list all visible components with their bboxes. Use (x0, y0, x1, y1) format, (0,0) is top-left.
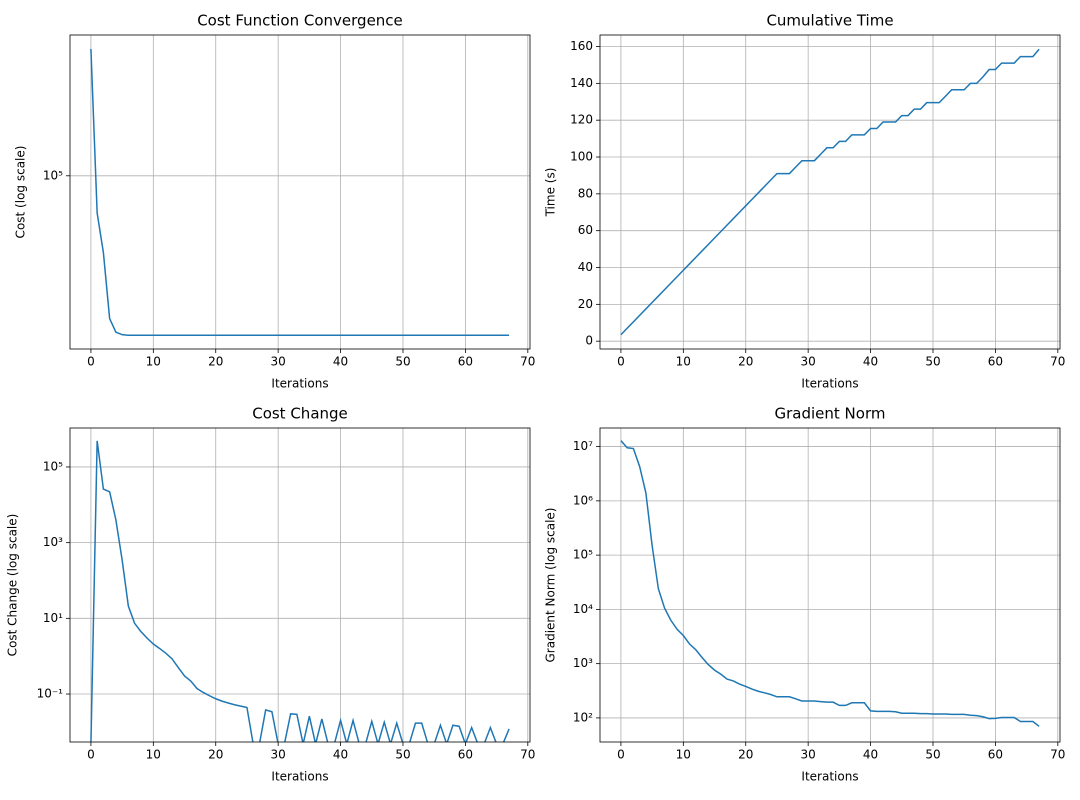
y-tick-label: 120 (570, 113, 593, 127)
y-tick-label: 10⁻¹ (37, 687, 64, 701)
x-tick-label: 30 (271, 355, 286, 369)
subplot-title: Cost Change (252, 405, 348, 423)
y-axis-label: Time (s) (544, 168, 558, 218)
x-tick-label: 0 (87, 748, 95, 762)
y-tick-label: 10⁵ (43, 459, 63, 473)
subplot: 0 10 20 30 40 50 60 70 10² 10³ 10⁴ 10⁵ 10⁶ 10⁷ Gradien… (544, 405, 1066, 784)
y-tick-label: 100 (570, 150, 593, 164)
x-tick-label: 60 (988, 355, 1003, 369)
x-tick-label: 30 (271, 748, 286, 762)
x-tick-label: 40 (863, 355, 878, 369)
axes-frame (69, 34, 531, 350)
x-tick-label: 70 (520, 355, 535, 369)
y-tick-label: 10³ (43, 535, 63, 549)
x-tick-label: 50 (925, 748, 940, 762)
y-axis-label: Cost (log scale) (14, 146, 28, 239)
subplot: 0 10 20 30 40 50 60 70 10⁻¹ 10¹ 10³ 10⁵ Cost Change I… (6, 405, 536, 784)
x-axis-label: Iterations (271, 377, 328, 391)
x-axis-label: Iterations (271, 770, 328, 784)
data-line (620, 440, 1040, 727)
x-tick-label: 20 (738, 748, 753, 762)
x-tick-label: 70 (520, 748, 535, 762)
y-tick-label: 160 (570, 39, 593, 53)
x-tick-label: 60 (458, 355, 473, 369)
subplot-title: Cumulative Time (766, 12, 893, 30)
y-tick-label: 20 (578, 297, 593, 311)
axes-frame (69, 427, 531, 743)
x-tick-label: 50 (395, 355, 410, 369)
x-tick-label: 10 (676, 355, 691, 369)
y-tick-label: 10⁵ (573, 548, 593, 562)
x-tick-label: 10 (146, 748, 161, 762)
y-axis-label: Cost Change (log scale) (6, 514, 20, 657)
y-tick-label: 140 (570, 76, 593, 90)
y-axis-label: Gradient Norm (log scale) (544, 508, 558, 663)
subplot: 0 10 20 30 40 50 60 70 0 20 40 60 80 100 120 140 160 Cumu… (544, 12, 1066, 391)
y-tick-label: 0 (585, 334, 593, 348)
x-tick-label: 0 (617, 355, 625, 369)
data-line (90, 440, 510, 742)
y-tick-label: 10⁴ (573, 602, 593, 616)
subplot-title: Cost Function Convergence (197, 12, 403, 30)
subplot: 0 10 20 30 40 50 60 70 10⁵ Cost Function Converge… (14, 12, 536, 391)
x-tick-label: 20 (208, 748, 223, 762)
x-axis-label: Iterations (801, 770, 858, 784)
x-axis-label: Iterations (801, 377, 858, 391)
x-tick-label: 20 (208, 355, 223, 369)
data-line (620, 48, 1040, 336)
x-tick-label: 0 (87, 355, 95, 369)
x-tick-label: 50 (395, 748, 410, 762)
y-tick-label: 10¹ (43, 611, 63, 625)
x-tick-label: 10 (146, 355, 161, 369)
y-tick-label: 60 (578, 223, 593, 237)
y-tick-label: 10⁷ (573, 439, 593, 453)
axes-frame (599, 427, 1061, 743)
y-tick-label: 80 (578, 186, 593, 200)
y-tick-label: 10² (573, 710, 593, 724)
x-tick-label: 50 (925, 355, 940, 369)
y-tick-label: 10⁵ (43, 168, 63, 182)
y-tick-label: 10⁶ (573, 493, 593, 507)
x-tick-label: 40 (333, 748, 348, 762)
x-tick-label: 30 (801, 355, 816, 369)
x-tick-label: 70 (1050, 748, 1065, 762)
x-tick-label: 40 (863, 748, 878, 762)
axes-frame (599, 34, 1061, 350)
x-tick-label: 20 (738, 355, 753, 369)
x-tick-label: 0 (617, 748, 625, 762)
x-tick-label: 30 (801, 748, 816, 762)
y-tick-label: 10³ (573, 656, 593, 670)
x-tick-label: 40 (333, 355, 348, 369)
x-tick-label: 10 (676, 748, 691, 762)
x-tick-label: 60 (988, 748, 1003, 762)
x-tick-label: 70 (1050, 355, 1065, 369)
y-tick-label: 40 (578, 260, 593, 274)
x-tick-label: 60 (458, 748, 473, 762)
data-line (90, 48, 510, 337)
subplot-title: Gradient Norm (775, 405, 886, 423)
